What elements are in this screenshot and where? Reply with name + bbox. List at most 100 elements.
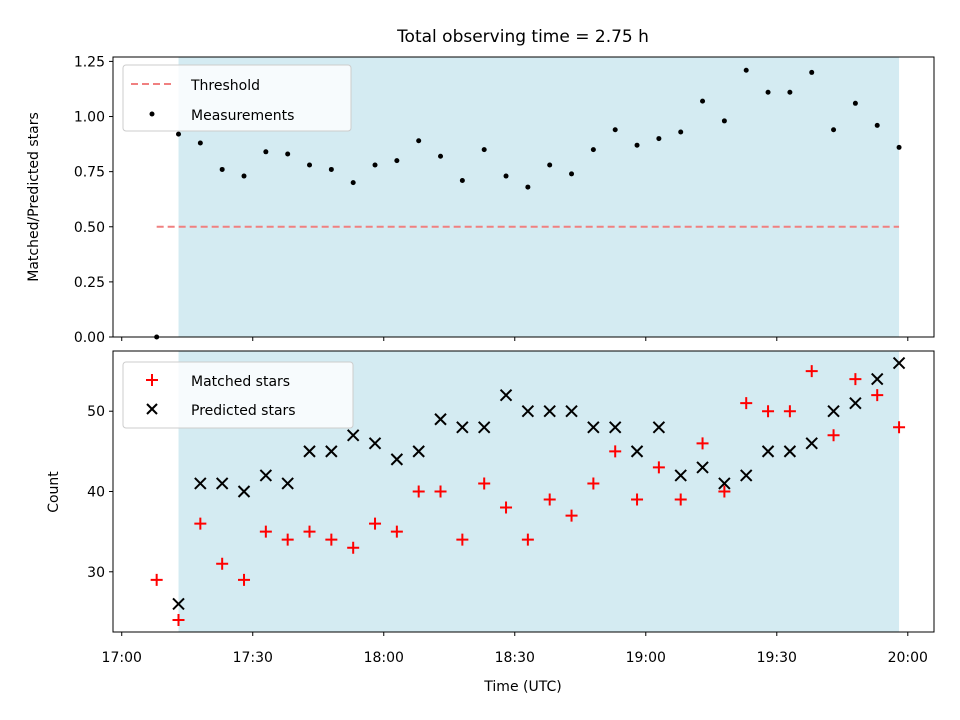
x-tick-label: 18:30 [495,650,535,666]
matched-stars-point [434,485,447,498]
measurement-point [569,171,575,177]
bottom-panel: 30 40 50 17:00 17:30 18:00 18:30 19:00 19:30 20:… [46,350,935,695]
measurement-point [612,127,618,133]
bottom-legend: Matched stars Predicted stars [122,361,354,429]
measurement-point [438,153,444,159]
top-y-tick-label: 1.25 [74,54,105,70]
measurement-point [197,140,203,146]
predicted-stars-point [368,437,382,450]
bottom-y-tick-label: 40 [87,485,105,501]
matched-stars-point [587,477,600,490]
x-tick-label: 17:30 [233,650,273,666]
predicted-stars-point [805,437,818,450]
top-y-tick-label: 0.75 [74,165,105,181]
matched-stars-point [478,477,491,490]
matched-stars-point [259,525,272,538]
matched-stars-point [609,445,622,458]
predicted-stars-point [237,485,251,498]
predicted-stars-point [194,477,207,490]
matched-stars-point [150,573,163,586]
matched-stars-point [456,533,469,546]
measurement-point [503,173,509,179]
matched-stars-point [412,485,425,498]
matched-stars-point [543,493,556,506]
bottom-y-tick-label: 30 [87,565,105,581]
predicted-stars-point [477,421,491,434]
bottom-x-axis: 17:00 17:30 18:00 18:30 19:00 19:30 20:00 [102,632,928,666]
bottom-y-tick-label: 50 [87,404,105,420]
predicted-stars-point [652,421,666,434]
measurement-point [416,138,422,144]
measurement-point [896,144,902,150]
predicted-stars-point [565,405,578,418]
legend-measurements-label: Measurements [191,108,294,124]
measurement-point [874,122,880,128]
measurement-point [350,180,356,186]
matched-stars-point [805,365,818,378]
measurement-point [241,173,247,179]
top-x-axis [121,337,909,341]
measurement-point [459,177,465,183]
matched-stars-point [849,373,862,386]
predicted-stars-point [849,396,862,410]
matched-stars-point [827,429,840,442]
x-tick-label: 20:00 [888,650,928,666]
measurement-point [525,184,531,190]
bottom-y-axis-label: Count [46,471,62,513]
predicted-stars-point [456,421,469,434]
matched-stars-point [674,493,687,506]
measurement-point [372,162,378,168]
matched-stars-point [893,421,906,434]
measurement-point [743,67,749,73]
top-y-tick-label: 1.00 [74,110,105,126]
predicted-stars-point [215,477,229,490]
predicted-stars-point [740,469,753,482]
matched-stars-point [194,517,207,530]
top-legend: Threshold Measurements [122,64,352,132]
matched-stars-point [783,405,796,418]
matched-stars-point [740,397,753,410]
predicted-stars-point [499,388,513,402]
x-axis-label: Time (UTC) [483,679,561,695]
measurement-point [285,151,291,157]
legend-predicted-label: Predicted stars [191,403,296,419]
matched-stars-point [325,533,338,546]
measurement-point [678,129,684,135]
predicted-stars-point [390,453,404,466]
predicted-stars-point [674,469,687,482]
predicted-stars-point [718,477,731,490]
x-tick-label: 19:30 [757,650,797,666]
top-axes-frame [112,56,935,338]
measurement-point [656,136,662,142]
predicted-stars-point [172,597,185,611]
measurement-point [787,89,793,95]
matched-stars-point [347,541,360,554]
predicted-stars-point [521,405,535,418]
top-y-tick-label: 0.25 [74,275,105,291]
measurement-point [481,147,487,153]
measurement-point [831,127,837,133]
predicted-stars-point [412,445,425,458]
top-legend-box [122,64,352,132]
matched-stars-point [696,437,709,450]
measurement-point [721,118,727,124]
measurement-point [176,131,182,137]
measurement-point [700,98,706,104]
measurement-point [765,89,771,95]
x-tick-label: 19:00 [626,650,666,666]
predicted-stars-point [608,421,622,434]
matched-stars-point [216,557,229,570]
predicted-stars-point [827,405,840,418]
matched-stars-point [303,525,316,538]
matched-stars-point [390,525,403,538]
matched-stars-point [631,493,644,506]
predicted-stars-point [325,445,338,458]
legend-matched-marker [146,374,158,386]
chart-title: Total observing time = 2.75 h [396,27,649,47]
predicted-stars-point [259,469,273,482]
predicted-stars-point [761,445,775,458]
measurement-point [328,166,334,172]
predicted-stars-point [543,405,556,418]
measurement-point [852,100,858,106]
